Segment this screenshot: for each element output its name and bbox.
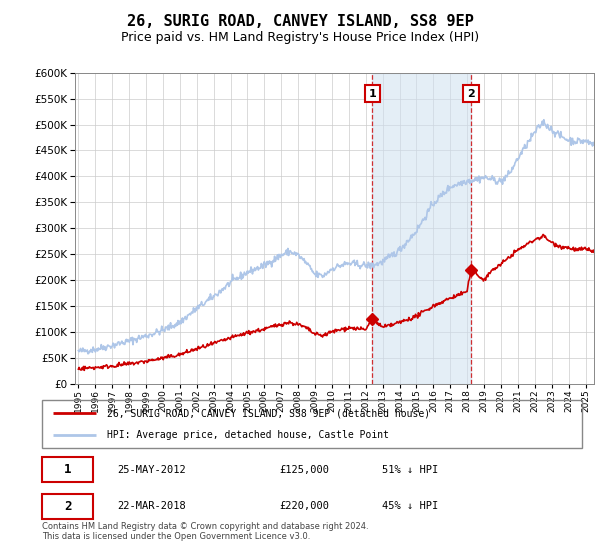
Text: £220,000: £220,000 [280,501,329,511]
Text: Contains HM Land Registry data © Crown copyright and database right 2024.
This d: Contains HM Land Registry data © Crown c… [42,522,368,542]
Text: £125,000: £125,000 [280,465,329,475]
Text: Price paid vs. HM Land Registry's House Price Index (HPI): Price paid vs. HM Land Registry's House … [121,31,479,44]
FancyBboxPatch shape [42,458,94,482]
FancyBboxPatch shape [42,494,94,519]
Text: 45% ↓ HPI: 45% ↓ HPI [382,501,439,511]
Text: 1: 1 [64,463,71,476]
Text: 26, SURIG ROAD, CANVEY ISLAND, SS8 9EP (detached house): 26, SURIG ROAD, CANVEY ISLAND, SS8 9EP (… [107,408,430,418]
Text: 25-MAY-2012: 25-MAY-2012 [118,465,187,475]
Text: 2: 2 [467,88,475,99]
Text: 26, SURIG ROAD, CANVEY ISLAND, SS8 9EP: 26, SURIG ROAD, CANVEY ISLAND, SS8 9EP [127,14,473,29]
Text: 51% ↓ HPI: 51% ↓ HPI [382,465,439,475]
Text: 22-MAR-2018: 22-MAR-2018 [118,501,187,511]
Text: 2: 2 [64,500,71,513]
Bar [373,73,471,384]
Text: HPI: Average price, detached house, Castle Point: HPI: Average price, detached house, Cast… [107,430,389,440]
Text: 1: 1 [368,88,376,99]
